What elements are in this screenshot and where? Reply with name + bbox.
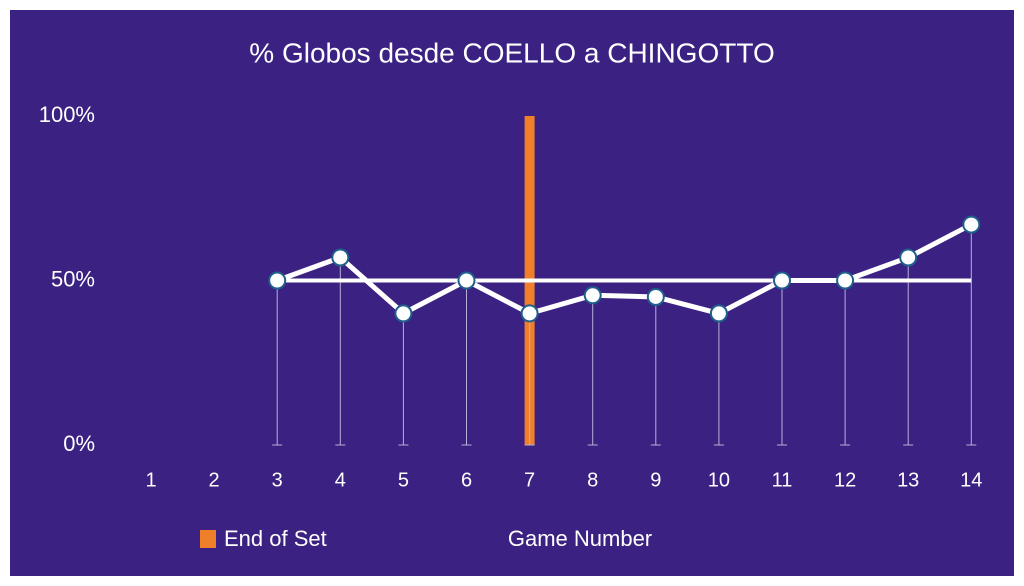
point — [457, 271, 476, 290]
x-tick-label: 3 — [272, 469, 283, 491]
x-tick-label: 9 — [650, 469, 661, 491]
x-tick-label: 2 — [209, 469, 220, 491]
point — [394, 304, 413, 323]
point — [268, 271, 287, 290]
point — [646, 287, 665, 306]
x-tick-label: 7 — [524, 469, 535, 491]
point — [520, 304, 539, 323]
x-tick-label: 12 — [834, 469, 856, 491]
x-tick-label: 11 — [772, 469, 793, 491]
x-tick-label: 14 — [960, 469, 982, 491]
legend-label: End of Set — [224, 526, 327, 551]
line — [276, 222, 973, 316]
x-tick-label: 10 — [708, 469, 730, 491]
x-tick-label: 13 — [897, 469, 919, 491]
point — [773, 271, 791, 290]
x-tick-label: 8 — [587, 469, 598, 491]
y-tick-label: 50% — [51, 266, 95, 291]
x-axis-label: Game Number — [508, 526, 652, 551]
x-tick-label: 6 — [461, 469, 472, 491]
x-tick-label: 5 — [398, 469, 409, 491]
x-tick-label: 4 — [335, 469, 346, 491]
chart-title: % Globos desde COELLO a CHINGOTTO — [249, 37, 774, 68]
x-tick-label: 1 — [145, 469, 156, 491]
legend-swatch — [200, 530, 216, 548]
point — [709, 304, 728, 323]
point — [962, 215, 981, 234]
point — [583, 286, 602, 305]
y-tick-label: 100% — [39, 102, 95, 127]
point — [836, 271, 855, 290]
point — [331, 248, 350, 267]
panel — [10, 10, 1014, 576]
y-tick-label: 0% — [63, 431, 95, 456]
point — [899, 248, 918, 267]
